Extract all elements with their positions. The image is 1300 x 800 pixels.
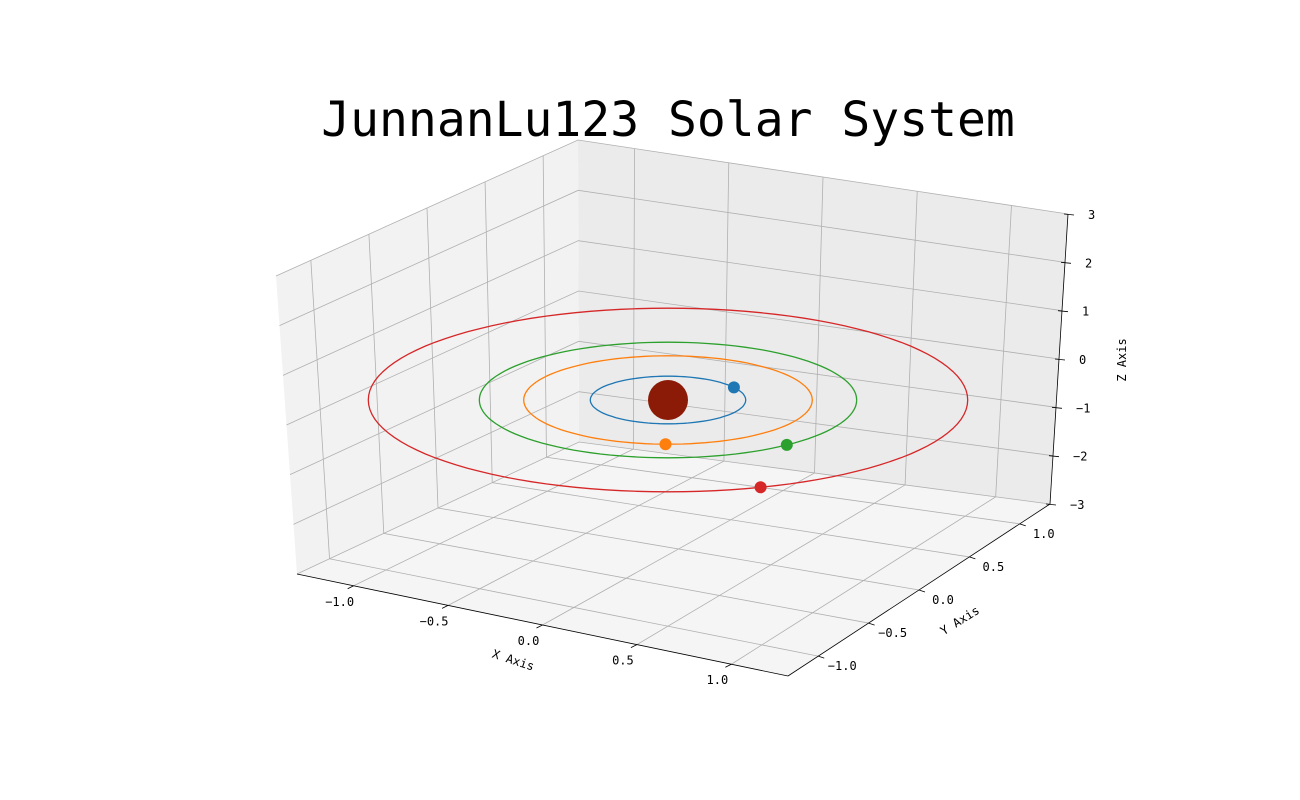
z-tick-mark bbox=[1054, 358, 1066, 361]
x-axis-spine bbox=[296, 573, 789, 677]
celestial-bodies bbox=[648, 380, 793, 494]
x-tick-label: 0.0 bbox=[518, 634, 540, 648]
z-gridline bbox=[275, 139, 1069, 277]
floor-pane bbox=[297, 442, 1050, 676]
z-tick-label: 0 bbox=[1079, 353, 1086, 367]
y-tick-label: 0.0 bbox=[932, 593, 954, 607]
y-tick-mark bbox=[918, 589, 926, 593]
z-tick-label: −1 bbox=[1076, 401, 1090, 415]
orbit-path-2 bbox=[523, 355, 813, 445]
x-tick-label: −0.5 bbox=[420, 614, 449, 628]
y-tick-mark bbox=[868, 622, 875, 626]
z-gridline bbox=[279, 189, 1066, 327]
z-tick-mark bbox=[1063, 213, 1075, 216]
x-tick-mark bbox=[441, 605, 449, 609]
z-gridline bbox=[293, 391, 1054, 525]
orbit-path-1 bbox=[589, 375, 747, 425]
x-tick-label: −1.0 bbox=[325, 595, 354, 609]
z-tick-mark bbox=[1045, 503, 1057, 506]
z-tick-mark bbox=[1057, 310, 1069, 313]
left-pane bbox=[276, 140, 579, 574]
planet-marker-2 bbox=[659, 438, 672, 451]
x-tick-label: 0.5 bbox=[612, 654, 634, 668]
y-tick-label: 1.0 bbox=[1033, 527, 1055, 541]
y-tick-mark bbox=[969, 556, 976, 560]
y-tick-label: −1.0 bbox=[828, 659, 857, 673]
z-axis-label: Z Axis bbox=[1115, 338, 1129, 381]
z-axis-spine bbox=[1049, 213, 1069, 505]
z-gridline bbox=[296, 441, 1051, 575]
z-tick-label: 3 bbox=[1088, 208, 1095, 222]
x-tick-label: 1.0 bbox=[707, 673, 729, 687]
y-tick-mark bbox=[818, 655, 825, 659]
orbit-paths bbox=[367, 307, 969, 493]
z-gridline bbox=[282, 240, 1063, 376]
x-tick-mark bbox=[725, 663, 732, 668]
x-tick-mark bbox=[630, 644, 638, 648]
grid-lines bbox=[275, 139, 1069, 665]
x-tick-mark bbox=[347, 585, 354, 590]
planet-marker-4 bbox=[754, 481, 767, 494]
orbit-path-3 bbox=[478, 341, 858, 459]
orbit-path-4 bbox=[367, 307, 969, 493]
z-tick-mark bbox=[1048, 455, 1060, 458]
x-tick-mark bbox=[536, 624, 543, 629]
y-tick-label: 0.5 bbox=[983, 560, 1005, 574]
z-tick-label: 2 bbox=[1085, 256, 1092, 270]
planet-marker-3 bbox=[780, 438, 793, 451]
y-tick-mark bbox=[1019, 523, 1026, 527]
tick-labels: −1.0 −0.5 0.0 0.5 1.0 −1.0 −0.5 0.0 0.5 1.0 −3 −2 −1… bbox=[325, 208, 1095, 687]
z-tick-mark bbox=[1060, 261, 1072, 264]
z-tick-label: −3 bbox=[1070, 498, 1084, 512]
z-gridline bbox=[286, 290, 1060, 426]
z-gridline bbox=[289, 340, 1057, 476]
y-tick-label: −0.5 bbox=[878, 626, 907, 640]
sun-marker bbox=[648, 380, 688, 420]
axis-spines bbox=[296, 213, 1075, 677]
z-tick-label: 1 bbox=[1082, 305, 1089, 319]
z-tick-label: −2 bbox=[1073, 450, 1087, 464]
planet-marker-1 bbox=[727, 381, 740, 394]
z-tick-mark bbox=[1051, 406, 1063, 409]
y-axis-spine bbox=[787, 503, 1051, 677]
chart-title: JunnanLu123 Solar System bbox=[321, 92, 1015, 148]
